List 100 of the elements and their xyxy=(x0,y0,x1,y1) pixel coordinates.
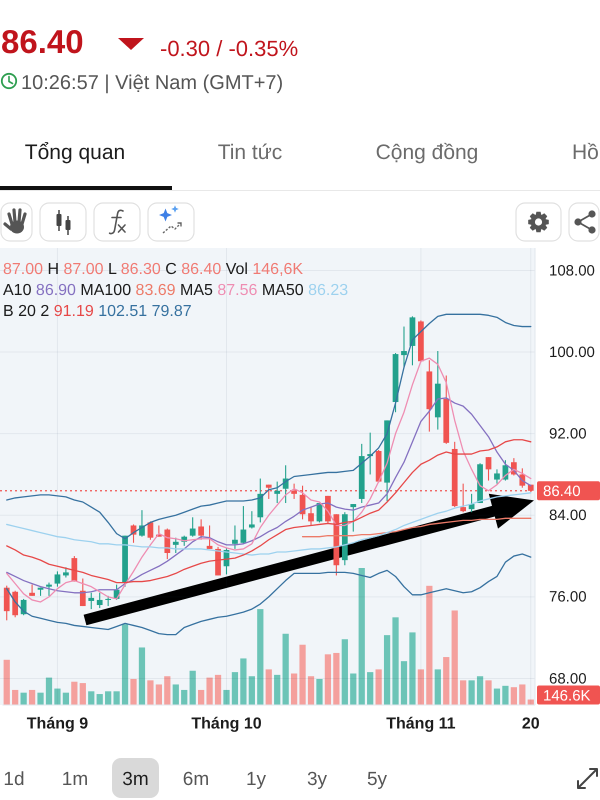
x-tick-label: 20 xyxy=(522,715,540,732)
line-series xyxy=(302,518,532,538)
bar xyxy=(190,670,196,705)
text: 146.6K xyxy=(543,687,591,704)
candlestick xyxy=(240,506,246,544)
text: 1d xyxy=(3,769,25,790)
bar xyxy=(198,690,204,705)
bar xyxy=(350,673,356,705)
bar xyxy=(54,688,61,705)
bar xyxy=(96,694,103,705)
candlestick xyxy=(308,506,314,526)
candlestick xyxy=(274,481,280,504)
candlestick xyxy=(232,524,238,550)
bar xyxy=(384,635,390,705)
candlestick xyxy=(148,520,154,540)
bar xyxy=(122,624,128,705)
candlestick xyxy=(172,537,179,554)
y-tick-label: 92.00 xyxy=(549,425,587,442)
bar xyxy=(316,678,323,705)
text: 3m xyxy=(122,769,149,790)
candlestick xyxy=(29,584,35,596)
bar xyxy=(443,657,450,705)
bar xyxy=(502,686,509,705)
x-tick-label: Tháng 9 xyxy=(26,715,88,732)
candlestick xyxy=(206,524,212,550)
bar xyxy=(62,692,70,705)
text: 6m xyxy=(182,769,210,790)
bar xyxy=(409,632,416,705)
text: 1y xyxy=(246,769,267,790)
bar xyxy=(113,691,120,705)
candlestick xyxy=(190,516,196,538)
bar xyxy=(147,680,154,705)
bar xyxy=(257,609,264,705)
bar xyxy=(367,672,374,705)
bar xyxy=(240,658,247,705)
candlestick xyxy=(88,592,94,610)
bar xyxy=(12,690,18,705)
chart-subtitle: -0.30 / -0.35% xyxy=(160,36,298,61)
bar xyxy=(164,676,170,705)
y-tick-label: 100.00 xyxy=(549,344,595,361)
candlestick xyxy=(486,456,492,482)
x-tick-label: Tháng 10 xyxy=(191,715,262,732)
chart-title: 86.40 xyxy=(1,23,84,60)
bar xyxy=(282,634,289,705)
bar xyxy=(232,672,238,705)
bar xyxy=(434,669,441,705)
text: 5y xyxy=(366,769,388,790)
bar xyxy=(528,700,534,705)
bar xyxy=(71,682,78,705)
bar xyxy=(476,676,484,705)
text: Cộng đồng xyxy=(376,141,478,164)
bar xyxy=(274,674,280,705)
bar xyxy=(392,617,399,705)
bar xyxy=(485,680,492,705)
bar xyxy=(426,586,432,705)
bar xyxy=(130,678,137,705)
text: 10:26:57 | Việt Nam (GMT+7) xyxy=(21,72,284,94)
candlestick xyxy=(494,468,500,484)
bar xyxy=(494,688,500,705)
bar xyxy=(324,654,332,705)
text: Tổng quan xyxy=(24,141,126,164)
bar xyxy=(172,684,179,705)
bar xyxy=(418,669,424,705)
bar xyxy=(28,690,36,705)
candlestick xyxy=(46,582,52,596)
candlestick xyxy=(316,502,322,523)
text: 1m xyxy=(62,769,88,790)
candlestick xyxy=(4,585,10,621)
bar xyxy=(4,660,10,705)
bar xyxy=(223,690,230,705)
bar xyxy=(248,676,255,705)
annotation: B 20 2 91.19 102.51 79.87 xyxy=(3,303,192,320)
candlestick xyxy=(401,326,407,368)
bar xyxy=(519,684,526,705)
x-tick-label: Tháng 11 xyxy=(386,715,456,732)
text: 3y xyxy=(306,769,328,790)
bar xyxy=(333,652,340,705)
ref-line-label: 86.40 xyxy=(543,483,581,500)
bar xyxy=(20,692,27,705)
candlestick xyxy=(248,510,255,530)
bar xyxy=(290,673,298,705)
bar xyxy=(376,669,382,705)
bar xyxy=(510,687,517,705)
bar xyxy=(400,661,408,705)
bar xyxy=(468,680,475,705)
annotation: 87.00 H 87.00 L 86.30 C 86.40 Vol 146,6K xyxy=(3,261,304,278)
annotation: A10 86.90 MA100 83.69 MA5 87.56 MA50 86.23 xyxy=(3,282,348,299)
bar xyxy=(88,691,94,705)
y-tick-label: 76.00 xyxy=(549,588,587,606)
candlestick xyxy=(350,503,356,532)
y-tick-label: 108.00 xyxy=(549,262,595,280)
bar xyxy=(299,644,306,705)
bar xyxy=(80,683,86,705)
text: Hồ xyxy=(572,141,599,164)
bar xyxy=(206,678,213,705)
bar xyxy=(266,669,272,705)
y-tick-label: 68.00 xyxy=(549,670,587,688)
y-tick-label: 84.00 xyxy=(549,507,587,524)
bar xyxy=(460,680,466,705)
line-series xyxy=(6,358,532,603)
